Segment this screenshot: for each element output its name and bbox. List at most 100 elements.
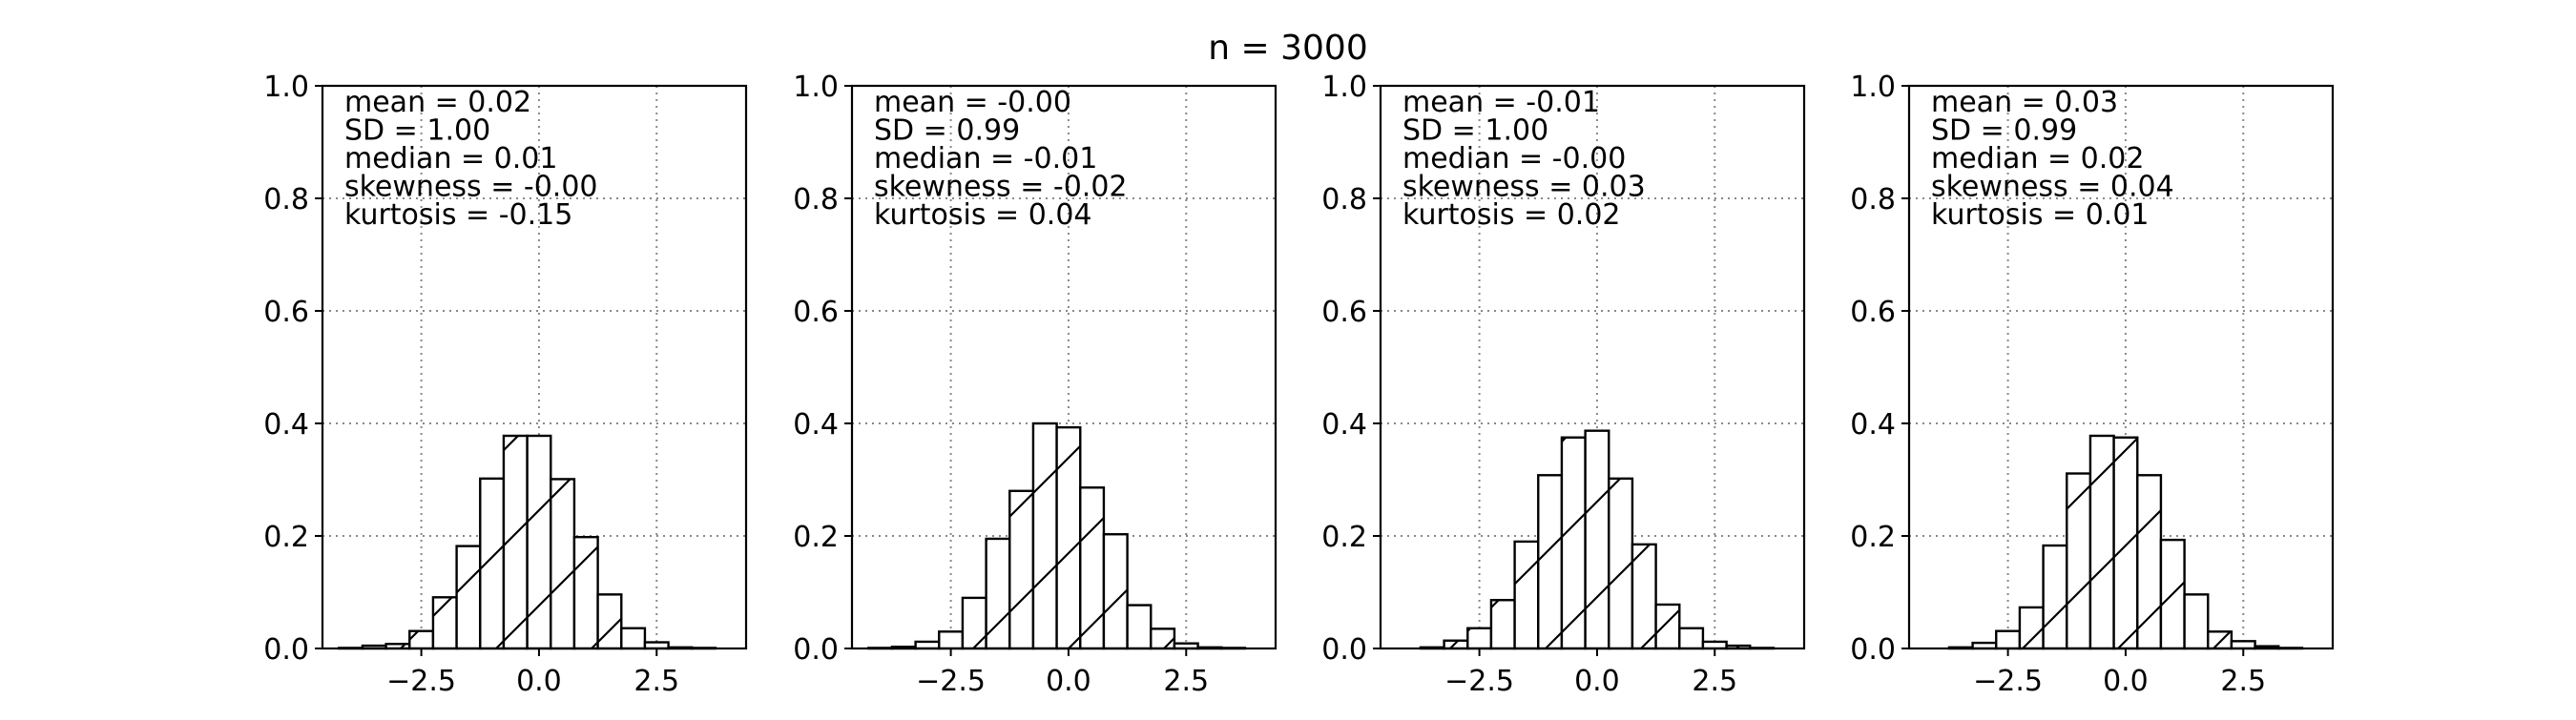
figure-title: n = 3000	[1208, 29, 1367, 68]
histogram-bar-hatch	[1585, 430, 1610, 648]
stats-annotation-line: median = 0.02	[1931, 142, 2144, 175]
histogram-bar-hatch	[1609, 478, 1632, 648]
histogram-bar-hatch	[480, 478, 504, 648]
histogram-bar-hatch	[1996, 630, 2020, 648]
x-tick-label: 0.0	[2103, 665, 2149, 698]
x-tick-label: 0.0	[516, 665, 562, 698]
x-tick-label: −2.5	[916, 665, 986, 698]
histogram-bar-hatch	[1444, 640, 1468, 648]
histogram-bar-hatch	[1467, 627, 1491, 648]
histogram-bar-hatch	[1679, 627, 1703, 648]
histogram-bar-hatch	[2067, 473, 2090, 648]
histogram-bar-hatch	[2231, 641, 2255, 648]
histogram-bar-hatch	[362, 646, 386, 648]
x-tick-label: −2.5	[1973, 665, 2043, 698]
y-tick-label: 0.4	[793, 408, 839, 442]
histogram-bar-hatch	[1032, 423, 1057, 648]
y-tick-label: 1.0	[1850, 71, 1896, 104]
stats-annotation-line: mean = -0.00	[874, 86, 1071, 119]
histogram-bar-hatch	[1702, 641, 1727, 648]
histogram-bar-hatch	[962, 597, 987, 648]
stats-annotation-line: skewness = -0.00	[344, 171, 598, 204]
y-tick-label: 0.2	[1850, 521, 1896, 554]
y-tick-label: 0.0	[263, 633, 309, 667]
histogram-panel-4: 0.0 0.2 0.4 0.6 0.8 1.0 −2.5 0.0 2.5 mean = 0.03S…	[1850, 71, 2335, 698]
stats-annotation-line: skewness = 0.03	[1402, 171, 1646, 204]
axes-frame	[1379, 84, 1806, 650]
histogram-bar-hatch	[621, 627, 645, 648]
y-tick-label: 0.0	[1850, 633, 1896, 667]
histogram-bar-hatch	[1972, 643, 1997, 648]
histogram-bar-hatch	[432, 597, 457, 648]
stats-annotation-line: SD = 1.00	[344, 114, 490, 148]
histogram-bar-hatch	[503, 435, 528, 648]
histogram-bar-hatch	[1514, 541, 1539, 648]
axes-frame	[850, 84, 1278, 650]
histogram-bar-hatch	[915, 641, 940, 648]
y-tick-label: 0.8	[263, 183, 309, 216]
stats-annotation-line: kurtosis = -0.15	[344, 198, 572, 232]
y-tick-label: 0.8	[1321, 183, 1367, 216]
histogram-bar-hatch	[2208, 631, 2232, 648]
axes-frame	[321, 84, 748, 650]
y-tick-label: 0.6	[1850, 296, 1896, 329]
histogram-bar-hatch	[1631, 544, 1656, 648]
histogram-bar-hatch	[527, 435, 551, 648]
y-tick-label: 1.0	[1321, 71, 1367, 104]
y-tick-label: 0.4	[1850, 408, 1896, 442]
stats-annotation-line: skewness = 0.04	[1931, 171, 2174, 204]
x-tick-label: 2.5	[634, 665, 679, 698]
stats-annotation-line: kurtosis = 0.02	[1402, 198, 1621, 232]
histogram-bar-hatch	[456, 545, 481, 648]
stats-annotation-line: median = -0.01	[874, 142, 1097, 175]
stats-annotation-line: mean = 0.02	[344, 86, 531, 119]
y-tick-label: 0.4	[263, 408, 309, 442]
y-tick-label: 0.6	[1321, 296, 1367, 329]
x-tick-label: −2.5	[386, 665, 456, 698]
y-tick-label: 0.6	[793, 296, 839, 329]
x-tick-label: 0.0	[1046, 665, 1091, 698]
stats-annotation-line: kurtosis = 0.01	[1931, 198, 2150, 232]
y-tick-label: 0.6	[263, 296, 309, 329]
histogram-bar-hatch	[1655, 604, 1680, 648]
y-tick-label: 1.0	[263, 71, 309, 104]
histogram-bar-hatch	[1103, 534, 1128, 648]
histogram-bar-hatch	[2184, 594, 2209, 648]
stats-annotation-line: mean = 0.03	[1931, 86, 2118, 119]
x-tick-label: 2.5	[2220, 665, 2266, 698]
y-tick-label: 0.8	[793, 183, 839, 216]
histogram-bar-hatch	[939, 631, 963, 648]
histogram-bar-hatch	[1151, 628, 1174, 648]
histogram-bar-hatch	[1174, 643, 1198, 648]
y-tick-label: 0.4	[1321, 408, 1367, 442]
histogram-bar-hatch	[1538, 475, 1562, 648]
histogram-bar-hatch	[573, 537, 598, 648]
stats-annotation-line: skewness = -0.02	[874, 171, 1128, 204]
histogram-bar-hatch	[597, 594, 622, 648]
stats-annotation-line: SD = 0.99	[874, 114, 1020, 148]
histogram-bar-hatch	[2089, 435, 2114, 648]
stats-annotation-line: median = 0.01	[344, 142, 557, 175]
stats-annotation-line: SD = 1.00	[1402, 114, 1548, 148]
y-tick-label: 0.2	[793, 521, 839, 554]
axes-frame	[1907, 84, 2335, 650]
x-tick-label: 0.0	[1574, 665, 1620, 698]
histogram-panel-1: 0.0 0.2 0.4 0.6 0.8 1.0 −2.5 0.0 2.5 mean = 0.02S…	[263, 71, 748, 698]
histogram-bar-hatch	[2043, 545, 2067, 648]
x-tick-label: 2.5	[1692, 665, 1737, 698]
x-tick-label: −2.5	[1444, 665, 1514, 698]
histogram-bar-hatch	[1056, 427, 1081, 648]
histogram-bar-hatch	[1009, 490, 1033, 648]
histogram-bar-hatch	[2019, 607, 2044, 648]
histogram-bar-hatch	[2113, 437, 2138, 648]
histogram-bar-hatch	[1561, 437, 1586, 648]
histogram-panel-3: 0.0 0.2 0.4 0.6 0.8 1.0 −2.5 0.0 2.5 mean = -0.01…	[1321, 71, 1806, 698]
y-tick-label: 0.2	[263, 521, 309, 554]
histogram-bar-hatch	[1080, 487, 1104, 648]
histogram-bar-hatch	[1490, 600, 1515, 648]
histogram-panel-2: 0.0 0.2 0.4 0.6 0.8 1.0 −2.5 0.0 2.5 mean = -0.00…	[793, 71, 1278, 698]
histogram-bar-hatch	[2160, 540, 2185, 648]
histogram-bar-hatch	[1127, 605, 1152, 648]
